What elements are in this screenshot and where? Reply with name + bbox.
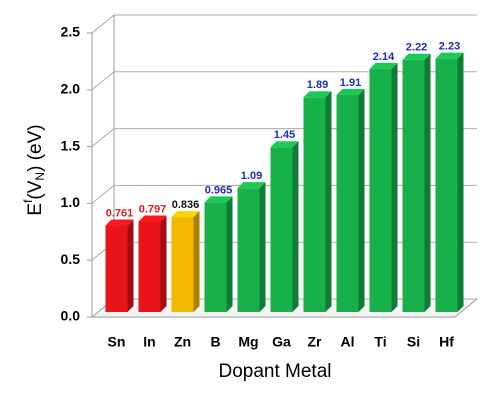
y-label-sup: f [21,199,35,203]
y-label-end: ) (eV) [25,124,46,172]
bar-front [369,68,392,312]
bar-top [336,89,365,96]
bar-side [325,91,332,313]
value-label: 0.761 [106,207,134,219]
bar-top [303,91,332,98]
value-label: 0.965 [205,184,233,196]
bar-top [402,53,431,60]
x-tick-label: In [143,334,155,350]
bar-front [171,217,194,312]
value-label: 2.14 [373,51,395,63]
y-tick-label: 0.5 [61,251,81,267]
x-tick-label: Zr [308,334,323,350]
bar-top [270,141,299,148]
value-label: 1.45 [274,129,295,141]
y-label-sub: N [33,172,47,181]
grid-line [91,14,477,34]
x-tick-label: Hf [439,334,454,350]
bar-front [138,221,161,312]
bar-side [292,141,299,312]
x-tick-label: Mg [238,334,258,350]
y-label-base: E [25,203,46,216]
y-tick-label: 2.0 [61,81,81,97]
x-axis-label: Dopant Metal [218,361,331,382]
bar-front [336,95,359,312]
x-tick-label: B [210,334,220,350]
bar-side [226,196,233,312]
bar-side [193,211,200,312]
y-axis-label: Ef(VN) (eV) [21,124,47,215]
value-label: 0.836 [172,199,200,211]
bar-front [435,58,458,313]
bar-top [138,215,167,222]
bar-side [424,53,431,313]
bar-top [171,211,200,218]
x-tick-label: Si [407,334,420,350]
value-label: 2.22 [406,42,427,54]
x-tick-label: Zn [174,334,191,350]
bar-front [204,202,227,312]
bar-top [369,62,398,69]
y-label-mid: (V [25,180,46,199]
bar-side [259,182,266,312]
bar-top [435,52,464,59]
bar-side [127,219,134,312]
bar-front [105,225,128,312]
value-label: 1.91 [340,77,361,89]
y-tick-label: 1.5 [61,137,81,153]
bar-front [303,97,326,313]
value-label: 1.09 [241,170,262,182]
x-tick-label: Sn [108,334,126,350]
bar-top [105,219,134,226]
y-tick-label: 2.5 [61,24,81,40]
value-label: 0.797 [139,203,167,215]
y-tick-label: 1.0 [61,194,81,210]
bar-side [391,62,398,313]
bar-side [160,215,167,312]
x-tick-label: Ti [374,334,386,350]
x-tick-label: Al [341,334,355,350]
value-label: 2.23 [439,41,460,53]
bar-side [457,52,464,313]
bar-top [204,196,233,203]
bar-side [358,89,365,312]
bar-top [237,182,266,189]
x-tick-label: Ga [272,334,291,350]
bar-front [237,188,260,312]
bar-front [270,147,293,312]
bar-front [402,59,425,312]
grid-line [91,71,477,91]
y-tick-label: 0.0 [61,308,81,324]
value-label: 1.89 [307,79,328,91]
